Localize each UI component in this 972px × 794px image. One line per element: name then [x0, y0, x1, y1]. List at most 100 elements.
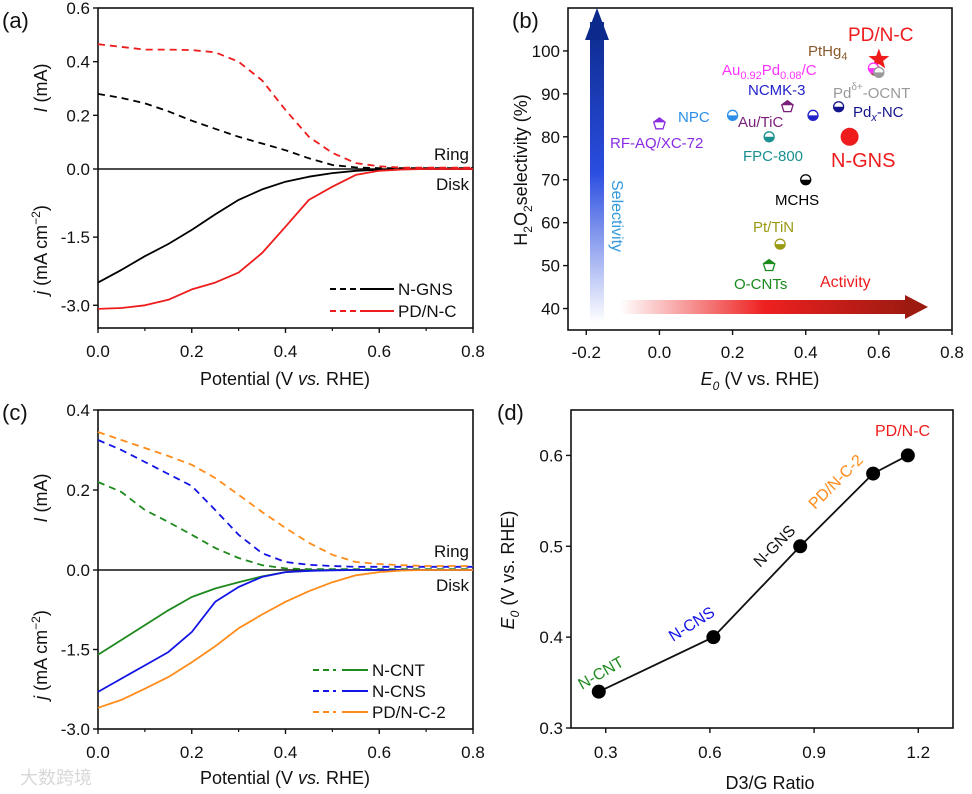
ring-y-tick-label: 0.2: [66, 481, 90, 500]
panel-b-chart: Selectivity Activity H2O2selectivity (%)…: [511, 7, 964, 393]
legend: N-CNT N-CNS PD/N-C-2: [313, 661, 446, 722]
y-tick-label: 50: [541, 257, 560, 276]
ring-y-tick-label: 0.0: [66, 160, 90, 179]
panel-d-chart: E0 (V vs. RHE) D3/G Ratio N-CNT N-CNS N-…: [498, 409, 954, 793]
x-tick-label: 0.2: [721, 343, 745, 362]
panel-label-a: (a): [2, 8, 29, 33]
legend-label-n-cns: N-CNS: [372, 682, 426, 701]
y-tick-label: 40: [541, 300, 560, 319]
y-tick-label: 0.5: [539, 537, 563, 556]
x-tick-label: 0.4: [794, 343, 818, 362]
label-fpc-800: FPC-800: [743, 148, 803, 165]
ring-curve-pd-n-c-2: [97, 431, 473, 567]
label-pdx-nc: Pdx-NC: [853, 104, 904, 124]
data-point-n-cns: [706, 630, 721, 645]
marker-pdx-nc-fill: [833, 106, 844, 112]
x-tick-label: 0.6: [367, 342, 391, 361]
label-pd-n-c: PD/N-C: [848, 25, 913, 46]
x-tick-label: 0.0: [648, 343, 672, 362]
marker-pt-tin-fill: [775, 244, 786, 250]
marker-rf-aq-xc-72-fill: [653, 117, 666, 123]
panel-a-xlabel: Potential (V vs. RHE): [200, 369, 370, 389]
legend-label-pd-n-c: PD/N-C: [398, 302, 457, 321]
selectivity-label: Selectivity: [608, 180, 625, 252]
label-pd-n-c-2: PD/N-C-2: [806, 452, 867, 513]
selectivity-arrow-head: [585, 8, 609, 40]
panel-c-chart: I (mA) j (mA cm−2) Potential (V vs. RHE)…: [20, 401, 485, 788]
x-tick-label: 0.8: [461, 342, 485, 361]
label-au-pd-c: Au0.92Pd0.08/C: [722, 62, 817, 82]
marker-pd-ocnt-fill: [873, 72, 884, 78]
disk-y-tick-label: -1.5: [61, 228, 90, 247]
marker-pd-n-c: [868, 48, 890, 69]
panel-label-b: (b): [512, 8, 539, 33]
disk-y-tick-label: -3.0: [61, 720, 90, 739]
panel-a-disk-ylabel: j (mA cm−2): [29, 205, 51, 298]
disk-label: Disk: [436, 175, 470, 194]
x-tick-label: 0.4: [274, 743, 298, 762]
plot-frame: [567, 7, 953, 331]
x-tick-label: 0.0: [86, 342, 110, 361]
y-tick-label: 80: [541, 128, 560, 147]
activity-arrow-shaft: [620, 300, 910, 314]
panel-d-xlabel: D3/G Ratio: [725, 773, 814, 793]
selectivity-arrow-shaft: [590, 22, 604, 322]
panel-c-xlabel: Potential (V vs. RHE): [200, 768, 370, 788]
legend: N-GNS PD/N-C: [330, 280, 457, 321]
panel-c-disk-ylabel: j (mA cm−2): [29, 610, 51, 703]
label-n-gns: N-GNS: [751, 522, 799, 570]
label-npc: NPC: [678, 109, 710, 126]
x-tick-label: 0.4: [274, 342, 298, 361]
legend-label-n-gns: N-GNS: [398, 280, 453, 299]
y-tick-label: 0.6: [539, 446, 563, 465]
label-pd-ocnt: Pdδ+-OCNT: [833, 82, 910, 102]
y-tick-label: 70: [541, 171, 560, 190]
label-o-cnts: O-CNTs: [734, 276, 787, 293]
marker-ncmk-3-fill: [808, 115, 819, 121]
y-tick-label: 60: [541, 214, 560, 233]
panel-b-xlabel: E0 (V vs. RHE): [701, 369, 820, 393]
x-tick-label: 0.0: [86, 743, 110, 762]
ring-curve-n-cns: [97, 439, 473, 568]
x-tick-label: 1.2: [906, 743, 930, 762]
panel-label-d: (d): [497, 400, 524, 425]
marker-n-gns: [840, 127, 859, 146]
data-point-n-gns: [793, 539, 808, 554]
legend-label-pd-n-c-2: PD/N-C-2: [372, 703, 446, 722]
ring-y-tick-label: 0.6: [66, 0, 90, 18]
panel-a-chart: I (mA) j (mA cm−2) Potential (V vs. RHE)…: [29, 0, 485, 389]
disk-curve-pd-n-c-2: [97, 569, 473, 709]
x-tick-label: 0.8: [461, 743, 485, 762]
marker-au-tic-fill: [781, 100, 794, 106]
disk-y-tick-label: -1.5: [61, 641, 90, 660]
ring-label: Ring: [434, 542, 469, 561]
x-tick-label: 0.2: [180, 342, 204, 361]
label-rf-aq: RF-AQ/XC-72: [610, 135, 703, 152]
disk-curve-n-cnt: [97, 569, 473, 656]
panel-label-c: (c): [2, 400, 28, 425]
label-pthg4: PtHg4: [808, 43, 847, 63]
label-ncmk-3: NCMK-3: [748, 82, 806, 99]
x-tick-label: 0.6: [367, 743, 391, 762]
disk-label: Disk: [436, 576, 470, 595]
ring-y-tick-label: 0.4: [66, 53, 90, 72]
disk-y-tick-label: -3.0: [61, 296, 90, 315]
label-n-gns: N-GNS: [831, 150, 895, 172]
panel-a-ring-ylabel: I (mA): [31, 63, 51, 112]
plot-frame: [570, 409, 954, 729]
panel-b-ylabel: H2O2selectivity (%): [511, 94, 535, 245]
ring-label: Ring: [434, 145, 469, 164]
ring-y-tick-label: 0.2: [66, 106, 90, 125]
disk-curve-pd-n-c: [97, 168, 473, 310]
point-labels: PD/N-C PtHg4 Au0.92Pd0.08/C Pdδ+-OCNT NC…: [610, 25, 913, 293]
x-tick-label: 0.2: [180, 743, 204, 762]
ring-y-tick-label: 0.4: [66, 401, 90, 420]
x-tick-label: 0.8: [940, 343, 964, 362]
panel-d-ylabel: E0 (V vs. RHE): [498, 511, 522, 630]
label-pt-tin: Pt/TiN: [753, 219, 794, 236]
label-pd-n-c: PD/N-C: [875, 423, 930, 440]
ring-y-tick-label: 0.0: [66, 561, 90, 580]
data-point-n-cnt: [591, 684, 606, 699]
y-tick-label: 90: [541, 85, 560, 104]
y-tick-label: 0.3: [539, 719, 563, 738]
